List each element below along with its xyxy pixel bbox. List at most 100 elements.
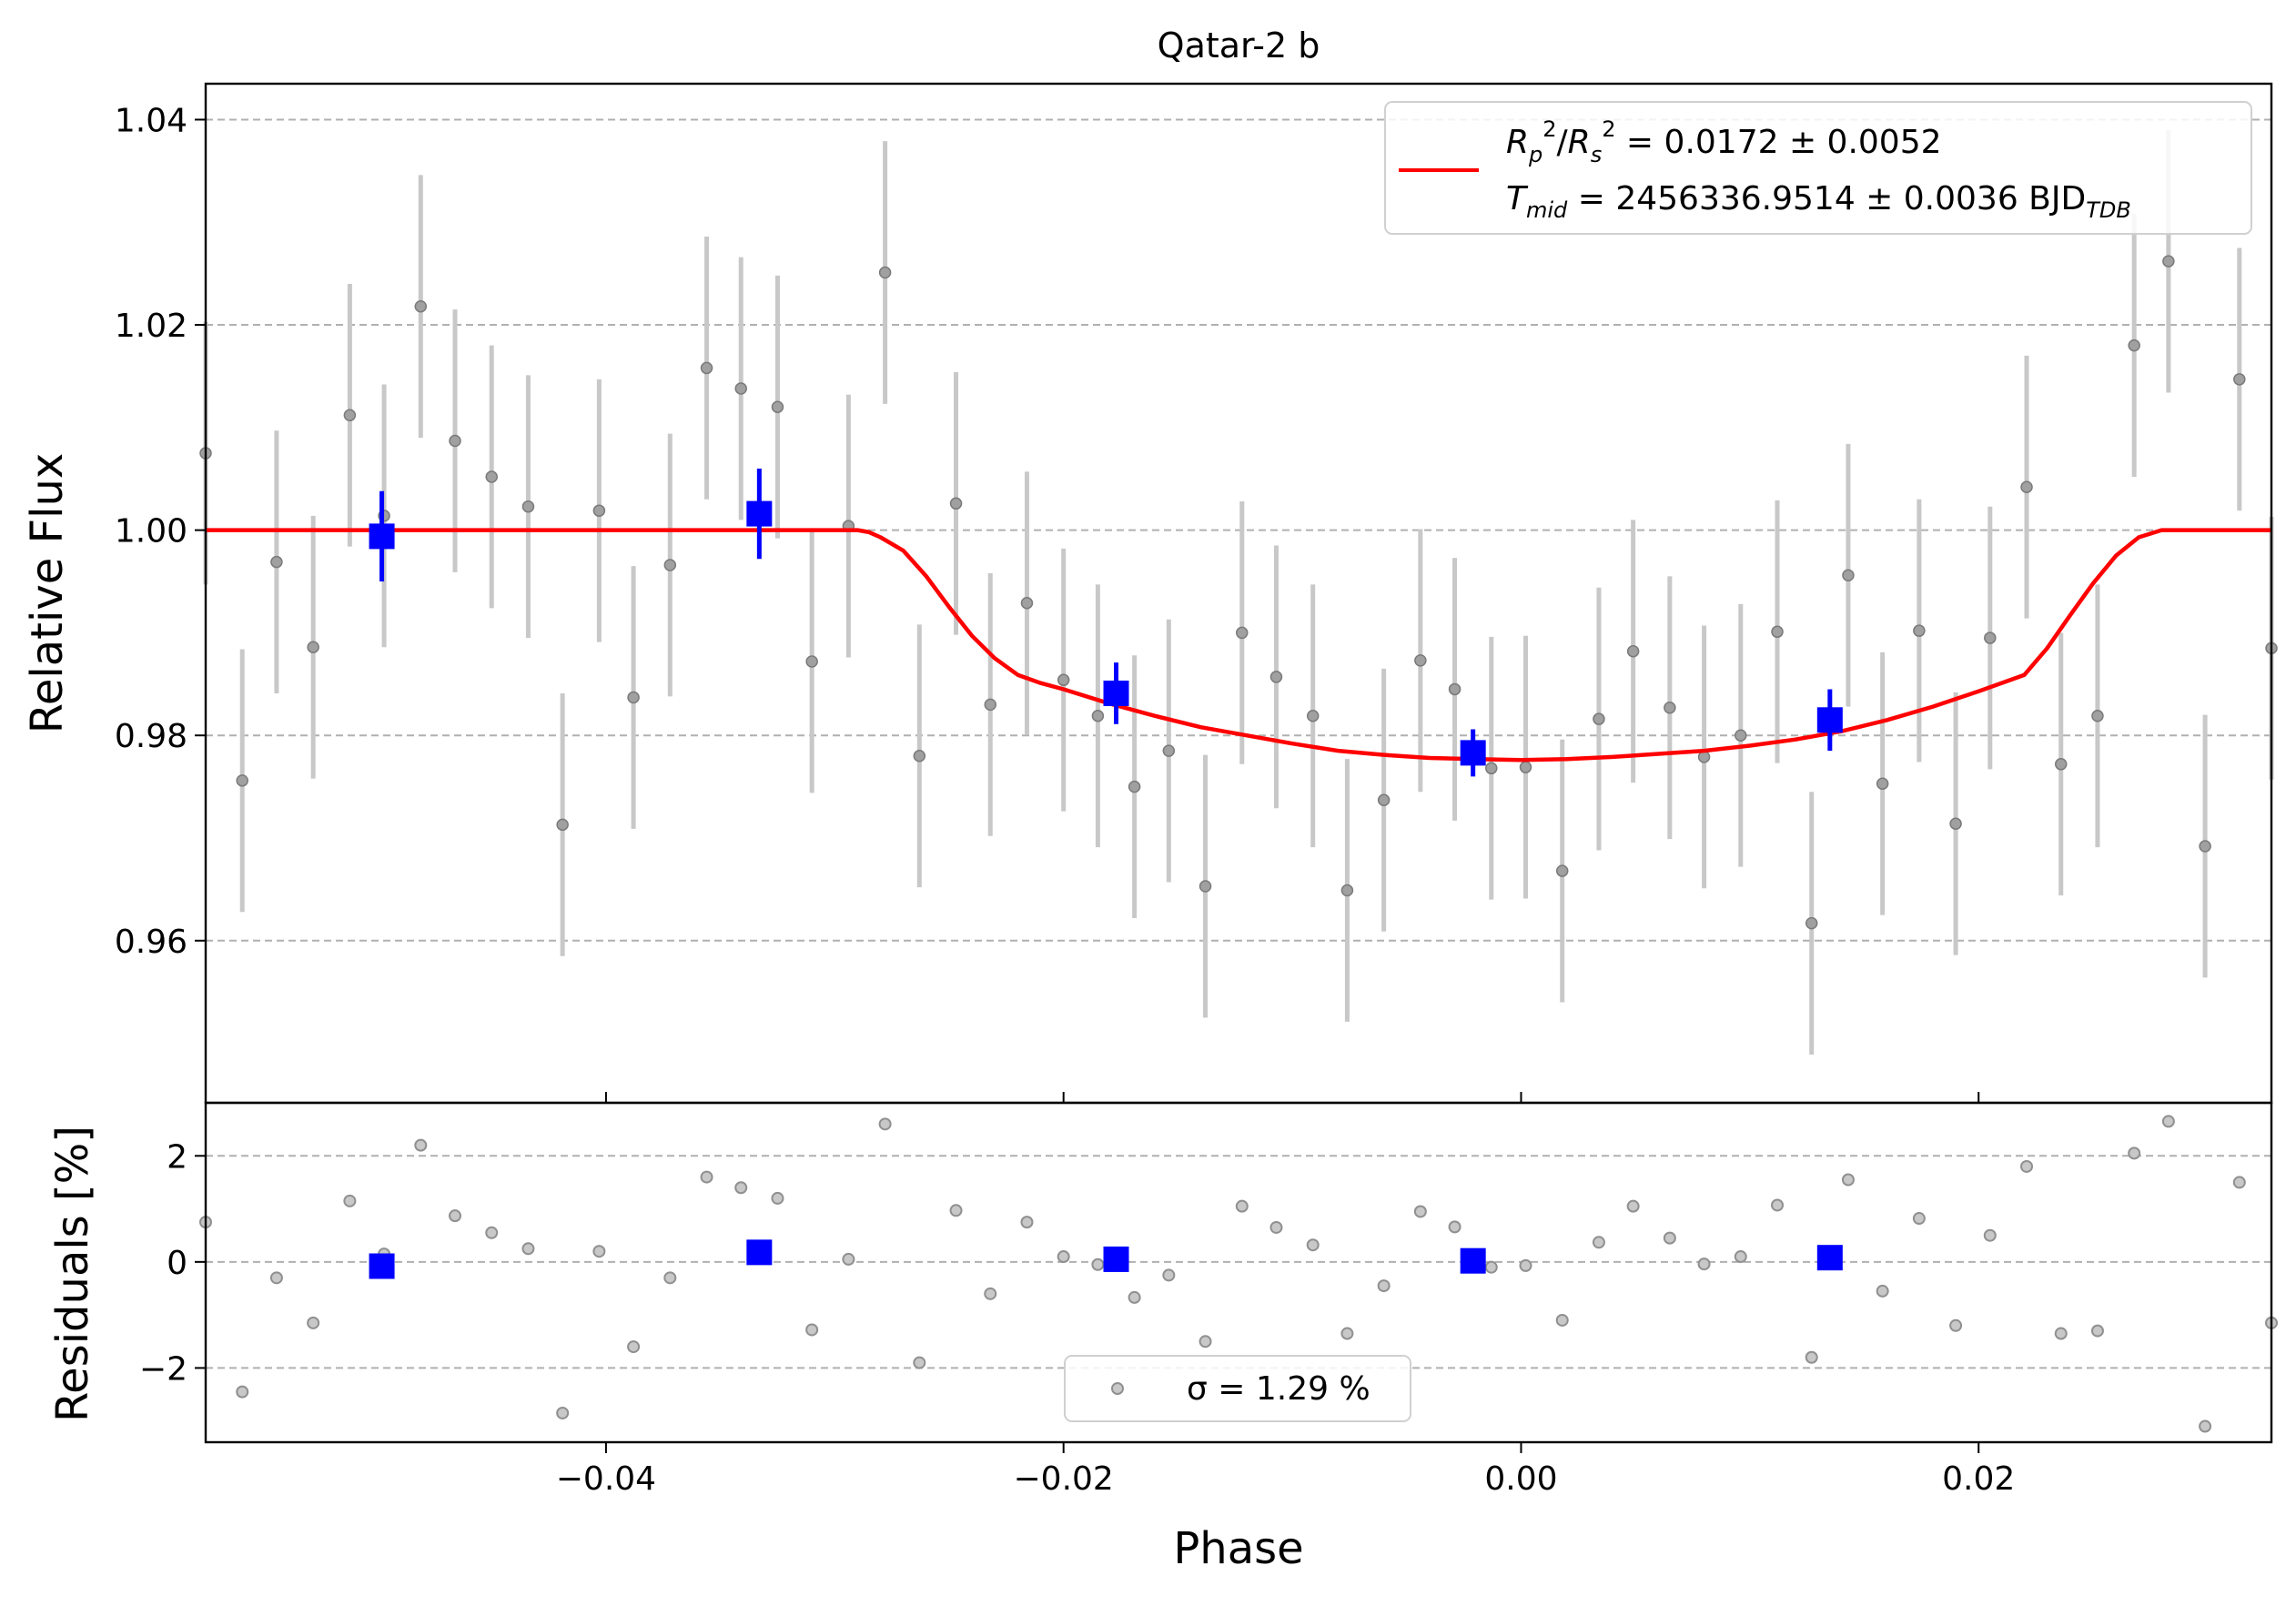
flux-data-point bbox=[984, 698, 996, 712]
flux-data-point bbox=[949, 497, 963, 510]
flux-data-point bbox=[2091, 710, 2104, 722]
residual-point bbox=[1626, 1199, 1640, 1213]
flux-data-point bbox=[307, 641, 319, 653]
flux-data-point bbox=[1306, 710, 1320, 722]
binned-residual-point bbox=[1103, 1246, 1129, 1272]
flux-y-tick-label: 0.98 bbox=[115, 718, 187, 755]
flux-data-point bbox=[663, 559, 677, 571]
residuals-legend: σ = 1.29 % bbox=[1064, 1355, 1411, 1422]
flux-data-point bbox=[805, 655, 818, 668]
residual-point bbox=[1020, 1216, 1034, 1229]
residual-point bbox=[1876, 1284, 1889, 1298]
flux-y-tick-label: 0.96 bbox=[115, 924, 187, 961]
residual-point bbox=[2054, 1327, 2068, 1340]
flux-legend: Rp2/Rs2 = 0.0172 ± 0.0052 Tmid = 2456336… bbox=[1384, 101, 2252, 235]
x-tick-label: −0.02 bbox=[1014, 1460, 1114, 1498]
flux-data-point bbox=[878, 266, 892, 279]
residual-point bbox=[1199, 1335, 1212, 1348]
flux-data-point bbox=[913, 750, 926, 763]
x-axis-label: Phase bbox=[1173, 1523, 1303, 1574]
residual-point bbox=[2128, 1146, 2141, 1160]
legend-model-label: Rp2/Rs2 = 0.0172 ± 0.0052 bbox=[1506, 116, 1942, 167]
residual-y-tick-label: 0 bbox=[167, 1245, 187, 1282]
flux-data-point bbox=[1984, 631, 1997, 644]
x-tick-label: −0.04 bbox=[556, 1460, 656, 1498]
flux-data-point bbox=[1876, 777, 1889, 790]
binned-residual-point bbox=[746, 1239, 773, 1266]
flux-data-point bbox=[2020, 480, 2033, 494]
x-tick-label: 0.00 bbox=[1484, 1460, 1557, 1498]
flux-panel: 0.96 0.98 1.00 1.02 1.04 Qatar-2 b Relative … bbox=[22, 25, 2278, 1105]
flux-data-point bbox=[1091, 710, 1105, 722]
flux-data-point bbox=[1805, 916, 1818, 930]
y-axis-label-residuals: Residuals [%] bbox=[47, 1126, 98, 1422]
residual-point bbox=[1663, 1231, 1676, 1245]
flux-data-point bbox=[734, 382, 747, 395]
x-tick-label: 0.02 bbox=[1942, 1460, 2015, 1498]
binned-flux-point bbox=[1816, 707, 1843, 733]
residual-point bbox=[1592, 1236, 1605, 1249]
residual-point bbox=[1771, 1198, 1785, 1212]
flux-data-point bbox=[1199, 880, 1212, 893]
flux-data-point bbox=[1735, 729, 1747, 742]
flux-data-point bbox=[1519, 761, 1532, 773]
residual-point bbox=[1519, 1258, 1532, 1272]
residual-point bbox=[521, 1242, 535, 1256]
residual-point bbox=[627, 1340, 641, 1354]
residual-point bbox=[1949, 1318, 1963, 1332]
flux-data-point bbox=[1269, 671, 1283, 683]
flux-data-point bbox=[521, 500, 535, 513]
residual-point bbox=[485, 1226, 499, 1239]
flux-y-tick-label: 1.02 bbox=[115, 308, 187, 345]
residual-point bbox=[449, 1209, 462, 1223]
residual-point bbox=[2199, 1419, 2212, 1433]
binned-flux-point bbox=[369, 523, 395, 550]
y-axis-label-flux: Relative Flux bbox=[22, 453, 73, 734]
flux-data-point bbox=[771, 400, 784, 414]
flux-data-point bbox=[270, 555, 283, 569]
residual-point bbox=[805, 1323, 819, 1337]
binned-residual-point bbox=[369, 1253, 395, 1279]
residual-point bbox=[949, 1204, 963, 1217]
flux-data-point bbox=[627, 691, 640, 704]
binned-flux-point bbox=[746, 500, 773, 527]
residual-point bbox=[984, 1287, 997, 1300]
residual-point bbox=[663, 1271, 677, 1285]
residual-point bbox=[2020, 1159, 2034, 1173]
residual-point bbox=[1413, 1205, 1427, 1218]
residual-point bbox=[592, 1245, 606, 1258]
residual-point bbox=[1912, 1212, 1926, 1226]
flux-data-point bbox=[414, 300, 428, 313]
flux-y-tick-label: 1.00 bbox=[115, 513, 187, 550]
residual-point bbox=[1805, 1350, 1818, 1364]
flux-data-point bbox=[1236, 626, 1249, 640]
flux-data-point bbox=[2162, 255, 2175, 268]
flux-data-point bbox=[1697, 751, 1711, 763]
residual-point bbox=[700, 1170, 713, 1184]
flux-data-point bbox=[592, 504, 606, 517]
residual-y-tick-label: −2 bbox=[139, 1350, 187, 1388]
residual-point bbox=[1555, 1313, 1569, 1327]
transit-model-curve bbox=[206, 528, 2271, 763]
binned-residual-point bbox=[1460, 1247, 1486, 1274]
flux-data-point bbox=[1626, 644, 1640, 658]
flux-data-point bbox=[1842, 569, 1855, 582]
flux-data-point bbox=[1485, 762, 1498, 775]
legend-residual-marker bbox=[1111, 1382, 1124, 1395]
residual-point bbox=[414, 1138, 428, 1152]
residual-point bbox=[1269, 1220, 1283, 1234]
flux-data-point bbox=[556, 818, 569, 832]
flux-data-point bbox=[1128, 780, 1141, 793]
flux-data-point bbox=[485, 470, 498, 483]
residual-point bbox=[236, 1385, 249, 1399]
flux-data-point bbox=[2054, 758, 2068, 771]
flux-data-point bbox=[449, 434, 461, 448]
flux-data-point bbox=[1664, 702, 1676, 714]
flux-data-point bbox=[1555, 864, 1569, 877]
binned-flux-point bbox=[1460, 740, 1486, 766]
residual-point bbox=[771, 1191, 784, 1205]
binned-residual-point bbox=[1816, 1245, 1843, 1271]
flux-data-point bbox=[236, 774, 248, 787]
